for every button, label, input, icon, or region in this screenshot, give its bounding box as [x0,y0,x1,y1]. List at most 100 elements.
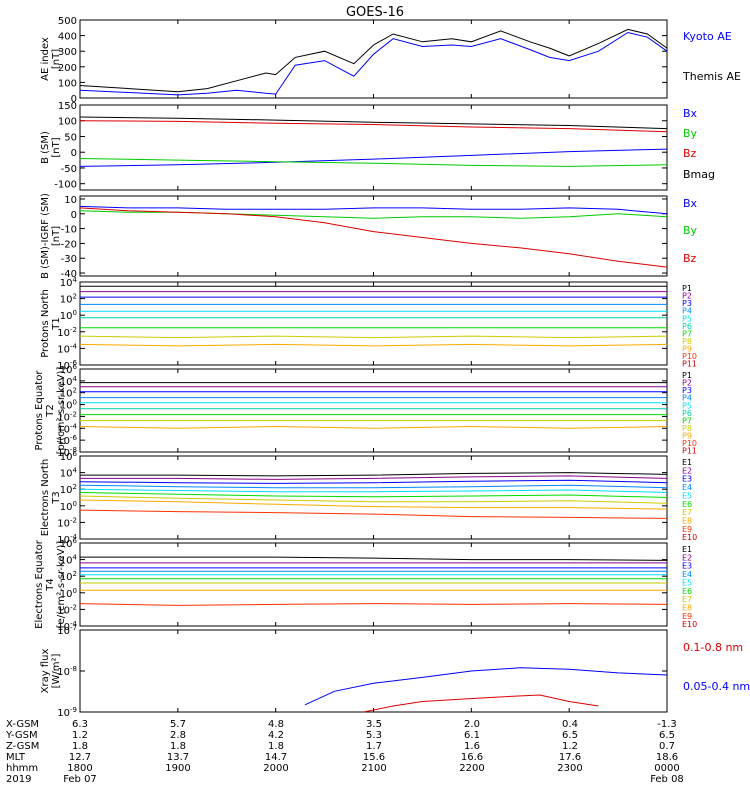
time-axis-row-label: MLT [6,752,26,763]
series-line-e3 [79,479,668,484]
legend-e1: E1 [682,545,692,554]
series-line-e9 [79,603,668,606]
ytick-exponent: 0 [73,500,77,508]
y-axis-label: Electrons EquatorT4[e/(cm²-s-sr-keV)] [34,539,67,629]
time-axis-z-gsm: 0.7 [659,741,675,752]
legend-kyoto-ae: Kyoto AE [683,30,732,43]
y-axis-label-line: T2 [45,404,56,417]
legend-p7: P7 [682,416,692,425]
legend-e9: E9 [682,612,692,621]
time-axis-table: X-GSMY-GSMZ-GSMMLThhmm20196.31.21.812.71… [5,719,684,785]
legend-by: By [683,127,698,140]
legend-e6: E6 [682,500,692,509]
legend-themis-ae: Themis AE [682,70,741,83]
panel-frame [79,281,668,366]
ytick-exponent: 4 [73,467,78,475]
ytick-exponent: -2 [70,410,77,418]
panel-frame [79,368,668,453]
legend-e7: E7 [682,595,692,604]
y-axis-label-line: T4 [45,578,56,591]
ytick-label: 0 [71,94,77,105]
series-line-bz [79,207,668,268]
ytick-exponent: 2 [73,387,77,395]
y-axis-label: Protons NorthT1 [40,289,62,358]
legend-e6: E6 [682,587,692,596]
y-axis-label-line: B (SM) [40,131,51,164]
ytick-exponent: -6 [70,434,78,442]
ytick-label: 100 [58,117,77,128]
series-line-0-1-0-8-nm [363,694,599,713]
series-line-by [79,158,668,167]
time-axis-x-gsm: -1.3 [657,719,677,730]
legend-e10: E10 [682,533,697,542]
ytick-exponent: 6 [73,363,78,371]
legend-e8: E8 [682,516,692,525]
legend-p8: P8 [682,337,692,346]
ytick-exponent: -7 [70,624,77,632]
legend-p11: P11 [682,447,697,456]
legend-e2: E2 [682,553,692,562]
legend-e9: E9 [682,525,692,534]
time-axis-y-gsm: 1.2 [72,730,88,741]
ytick-label: -40 [61,269,77,280]
ytick-exponent: 4 [73,554,78,562]
ytick-exponent: -4 [70,620,78,628]
time-axis-hhmm: 2000 [263,763,288,774]
ytick-label: 300 [58,47,77,58]
ytick-exponent: -6 [70,359,78,367]
ytick-label: 500 [58,16,77,27]
legend-p3: P3 [682,386,692,395]
ytick-label: 0 [71,210,77,221]
time-axis-mlt: 14.7 [265,752,287,763]
y-axis-label-line: [W/m²] [51,653,62,688]
legend-0-1-0-8-nm: 0.1-0.8 nm [683,641,743,654]
ytick-exponent: 4 [73,276,78,284]
y-axis-label-line: Xray flux [40,649,51,694]
ytick-exponent: -8 [70,446,77,454]
y-axis-label: Xray flux[W/m²] [40,649,62,694]
time-axis-x-gsm: 4.8 [268,719,284,730]
ytick-label: -50 [61,164,77,175]
panel-frame [79,629,668,713]
series-line-p8 [79,335,668,339]
panel-b_sm: 150 100 50 0 -50 -100 B (SM)[nT] Bx By Bz Bmag [40,101,715,191]
legend-p6: P6 [682,409,692,418]
series-line-e2 [80,475,668,480]
ytick-label: 200 [58,63,77,74]
y-axis-label-line: T1 [51,317,62,330]
time-axis-z-gsm: 1.7 [366,741,382,752]
time-axis-row-label: Z-GSM [6,741,39,752]
series-line-p9 [79,343,668,347]
ytick-exponent: 0 [73,309,77,317]
legend-bmag: Bmag [683,168,715,181]
y-axis-label-line: B (SM)-IGRF (SM) [40,193,51,279]
time-axis-z-gsm: 1.6 [464,741,480,752]
y-axis-label-line: [p/(cm²-s-sr-keV)] [56,367,67,455]
legend-p6: P6 [682,322,692,331]
legend-p5: P5 [682,314,692,323]
time-axis-row-label: 2019 [6,774,31,785]
y-axis-label-line: AE index [40,37,51,81]
y-axis-label-line: [nT] [51,49,62,69]
time-axis-mlt: 12.7 [69,752,91,763]
legend-e3: E3 [682,562,692,571]
legend-p1: P1 [682,284,692,293]
ytick-label: 10 [64,195,77,206]
panel-b_igrf: 100-10-20-30-40B (SM)-IGRF (SM)[nT]BxByB… [40,193,698,280]
ytick-label: 100 [58,78,77,89]
series-line-e8 [79,499,668,510]
ytick-exponent: -2 [70,326,77,334]
time-axis-x-gsm: 5.7 [170,719,186,730]
series-line-themis-ae [79,28,668,93]
legend-p11: P11 [682,360,697,369]
y-axis-label-line: Electrons North [40,459,51,536]
ytick-label: 10-9 [57,706,77,719]
ytick-label: -10 [61,225,77,236]
legend-e3: E3 [682,475,692,484]
time-axis-z-gsm: 1.2 [562,741,578,752]
legend-p7: P7 [682,329,692,338]
time-axis-y-gsm: 4.2 [268,730,284,741]
